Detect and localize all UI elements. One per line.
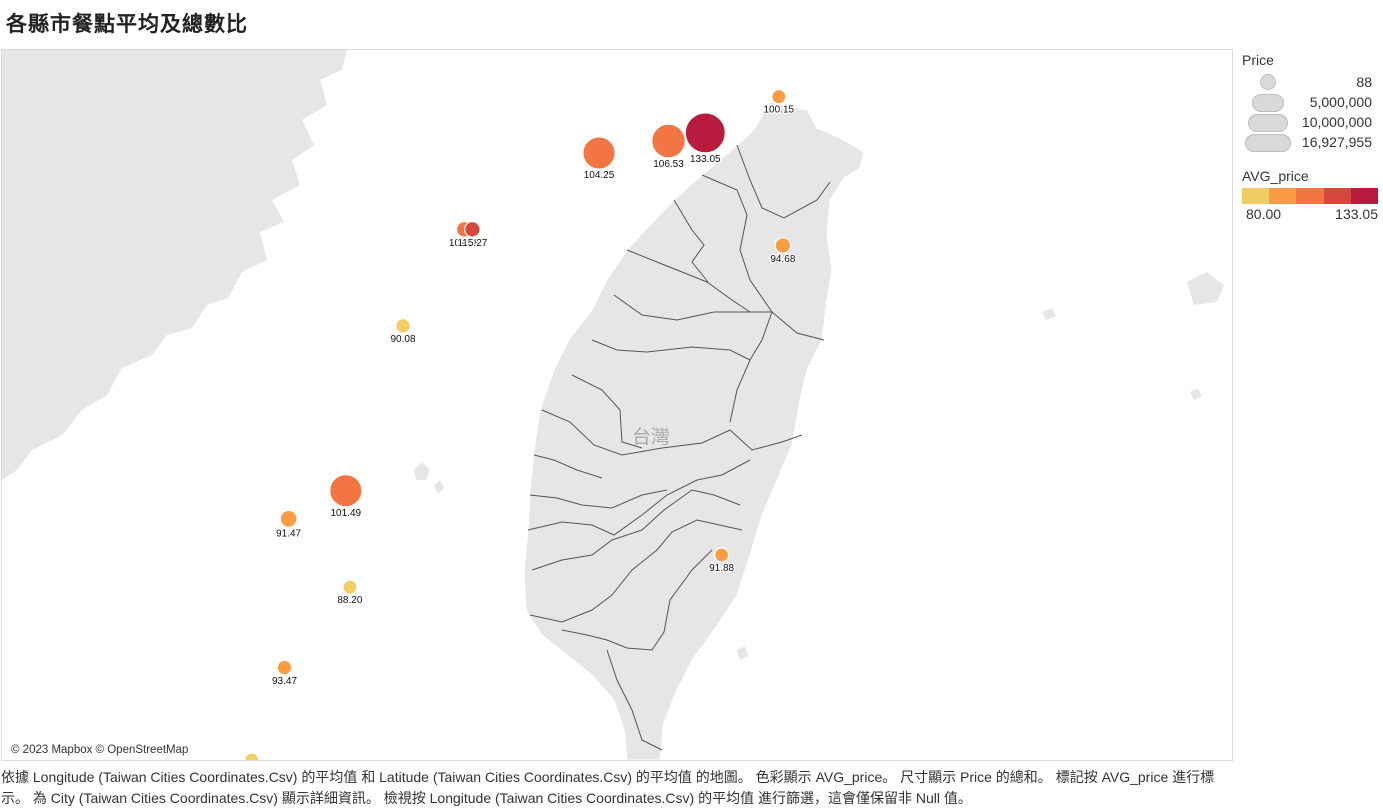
- islet: [434, 480, 444, 494]
- size-legend-circle: [1248, 114, 1288, 132]
- size-legend-title: Price: [1242, 52, 1274, 68]
- map-attribution[interactable]: © 2023 Mapbox © OpenStreetMap: [9, 744, 191, 756]
- city-marker[interactable]: [329, 474, 363, 508]
- color-legend-min: 80.00: [1246, 206, 1282, 222]
- color-ramp-step: [1350, 188, 1379, 204]
- city-marker[interactable]: [774, 237, 792, 254]
- sheet-caption: 依據 Longitude (Taiwan Cities Coordinates.…: [1, 769, 1215, 806]
- size-legend-row: 16,927,955: [1242, 132, 1380, 152]
- city-marker[interactable]: [684, 112, 726, 154]
- size-legend-row: 5,000,000: [1242, 92, 1380, 112]
- islet: [182, 268, 196, 282]
- color-ramp-step: [1242, 188, 1270, 204]
- map-view[interactable]: 台灣 133.05 106.53 104.25 100.15 101.38 115.27 9…: [1, 49, 1233, 761]
- islet: [1042, 308, 1056, 320]
- islet: [1190, 388, 1202, 400]
- size-legend-row: 88: [1242, 72, 1380, 92]
- region-label: 台灣: [632, 426, 670, 448]
- color-legend-title: AVG_price: [1242, 168, 1309, 184]
- city-marker[interactable]: [713, 547, 730, 563]
- city-marker-label: 115.27: [457, 238, 487, 249]
- color-ramp-step: [1269, 188, 1297, 204]
- city-marker[interactable]: [771, 89, 787, 105]
- city-marker[interactable]: [276, 659, 293, 676]
- city-marker[interactable]: [342, 579, 358, 595]
- city-marker-label: 94.68: [770, 254, 795, 265]
- size-legend-label: 16,927,955: [1301, 134, 1372, 150]
- city-marker-label: 91.88: [709, 563, 734, 574]
- green-island: [737, 646, 748, 660]
- color-legend-labels: 80.00 133.05: [1242, 206, 1380, 224]
- color-ramp-step: [1296, 188, 1324, 204]
- penghu-island: [414, 462, 430, 480]
- city-marker-label: 106.53: [653, 159, 684, 170]
- coastal-islet: [152, 240, 184, 272]
- city-marker[interactable]: [244, 752, 260, 760]
- yonaguni-island: [1187, 272, 1224, 305]
- size-legend-circle: [1245, 134, 1291, 152]
- coastal-islet: [212, 202, 238, 230]
- coastal-islet: [42, 345, 64, 366]
- city-marker-label: 101.49: [331, 508, 362, 519]
- city-marker-label: 88.20: [337, 595, 362, 606]
- city-marker[interactable]: [395, 318, 411, 334]
- city-marker-label: 133.05: [690, 154, 721, 165]
- city-marker[interactable]: [582, 136, 616, 170]
- color-legend-max: 133.05: [1335, 206, 1378, 222]
- city-marker[interactable]: [651, 123, 686, 159]
- coastal-islet: [62, 274, 88, 298]
- size-legend-label: 5,000,000: [1309, 94, 1372, 110]
- size-legend-label: 10,000,000: [1301, 114, 1372, 130]
- size-legend-row: 10,000,000: [1242, 112, 1380, 132]
- city-marker-label: 101.38: [449, 238, 480, 249]
- size-legend-label: 88: [1356, 74, 1372, 90]
- legend: Price 88 5,000,000 10,000,000 16,927,955…: [1242, 52, 1380, 224]
- taiwan-island: [523, 101, 865, 760]
- size-legend-circle: [1252, 94, 1284, 112]
- city-marker-label: 91.47: [276, 528, 301, 539]
- color-legend-ramp: [1242, 188, 1379, 204]
- city-marker-label: 90.08: [390, 334, 415, 345]
- city-marker[interactable]: [464, 221, 481, 238]
- city-marker[interactable]: [279, 509, 298, 528]
- city-marker-label: 100.15: [764, 105, 795, 116]
- city-marker-label: 93.47: [272, 676, 297, 687]
- color-ramp-step: [1323, 188, 1351, 204]
- city-marker-label: 104.25: [584, 170, 615, 181]
- county-borders: [527, 144, 831, 751]
- size-legend-circle: [1260, 74, 1276, 90]
- page-title: 各縣市餐點平均及總數比: [6, 12, 248, 36]
